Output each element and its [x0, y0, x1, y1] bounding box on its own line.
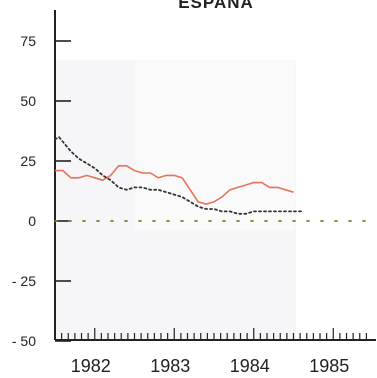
y-axis: 75 50 25 0 - 25 - 50 — [12, 10, 71, 349]
series-line-1 — [54, 135, 303, 215]
plot-panel-inner — [135, 60, 295, 230]
y-tick-label: - 25 — [12, 273, 36, 289]
series-group — [54, 135, 367, 222]
x-tick-label: 1985 — [309, 356, 349, 376]
y-tick-label: - 50 — [12, 333, 36, 349]
series-line-0 — [55, 165, 294, 206]
y-tick-label: 0 — [28, 213, 36, 229]
plot-background — [56, 60, 296, 340]
y-tick-label: 25 — [20, 153, 36, 169]
x-axis: 1982 1983 1984 1985 — [54, 328, 376, 376]
y-tick-label: 75 — [20, 33, 36, 49]
x-tick-label: 1983 — [150, 356, 190, 376]
x-tick-label: 1982 — [71, 356, 111, 376]
x-tick-label: 1984 — [230, 356, 270, 376]
chart-title: ESPANA — [178, 0, 254, 12]
y-tick-label: 50 — [20, 93, 36, 109]
